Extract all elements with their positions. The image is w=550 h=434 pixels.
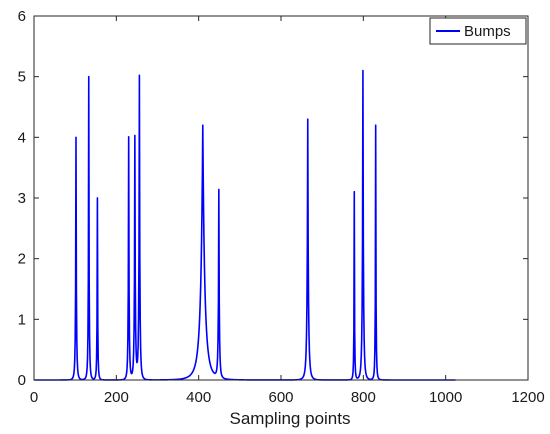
- x-tick-label: 1200: [511, 389, 544, 406]
- legend-label-bumps: Bumps: [464, 23, 511, 40]
- legend: Bumps: [429, 17, 527, 45]
- plot-frame: [33, 15, 529, 381]
- x-tick-label: 0: [30, 389, 38, 406]
- y-tick-label: 5: [18, 69, 26, 86]
- y-tick-label: 4: [18, 129, 26, 146]
- y-tick-label: 0: [18, 372, 26, 389]
- plot-background: [34, 16, 528, 380]
- x-tick-label: 600: [268, 389, 293, 406]
- x-tick-label: 800: [351, 389, 376, 406]
- x-tick-label: 1000: [429, 389, 462, 406]
- y-tick-label: 2: [18, 251, 26, 268]
- x-tick-label: 200: [104, 389, 129, 406]
- y-tick-label: 1: [18, 311, 26, 328]
- x-tick-label: 400: [186, 389, 211, 406]
- y-tick-label: 3: [18, 190, 26, 207]
- y-tick-label: 6: [18, 8, 26, 25]
- x-axis-label: Sampling points: [230, 409, 351, 428]
